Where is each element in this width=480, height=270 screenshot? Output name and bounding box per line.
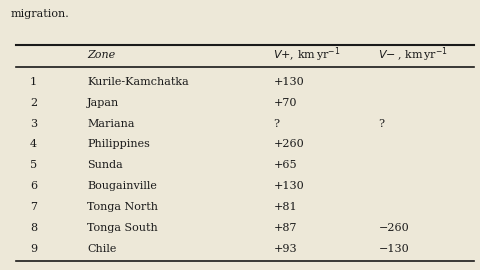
Text: $V\!-$, km$\,$yr$^{-1}$: $V\!-$, km$\,$yr$^{-1}$ (378, 46, 448, 64)
Text: +65: +65 (274, 160, 297, 170)
Text: +93: +93 (274, 244, 297, 254)
Text: Philippines: Philippines (87, 139, 150, 149)
Text: 8: 8 (30, 223, 37, 233)
Text: ?: ? (378, 119, 384, 129)
Text: Mariana: Mariana (87, 119, 135, 129)
Text: 7: 7 (30, 202, 37, 212)
Text: +87: +87 (274, 223, 297, 233)
Text: +130: +130 (274, 77, 304, 87)
Text: ?: ? (274, 119, 279, 129)
Text: +260: +260 (274, 139, 304, 149)
Text: migration.: migration. (11, 9, 70, 19)
Text: Tonga North: Tonga North (87, 202, 158, 212)
Text: Sunda: Sunda (87, 160, 123, 170)
Text: Tonga South: Tonga South (87, 223, 158, 233)
Text: Kurile-Kamchatka: Kurile-Kamchatka (87, 77, 189, 87)
Text: 5: 5 (30, 160, 37, 170)
Text: −260: −260 (378, 223, 409, 233)
Text: +130: +130 (274, 181, 304, 191)
Text: Zone: Zone (87, 50, 116, 60)
Text: +81: +81 (274, 202, 297, 212)
Text: Bougainville: Bougainville (87, 181, 157, 191)
Text: 9: 9 (30, 244, 37, 254)
Text: −130: −130 (378, 244, 409, 254)
Text: $V$+, km$\,$yr$^{-1}$: $V$+, km$\,$yr$^{-1}$ (274, 46, 341, 64)
Text: 3: 3 (30, 119, 37, 129)
Text: Japan: Japan (87, 98, 120, 108)
Text: 1: 1 (30, 77, 37, 87)
Text: 6: 6 (30, 181, 37, 191)
Text: Chile: Chile (87, 244, 117, 254)
Text: +70: +70 (274, 98, 297, 108)
Text: 2: 2 (30, 98, 37, 108)
Text: 4: 4 (30, 139, 37, 149)
